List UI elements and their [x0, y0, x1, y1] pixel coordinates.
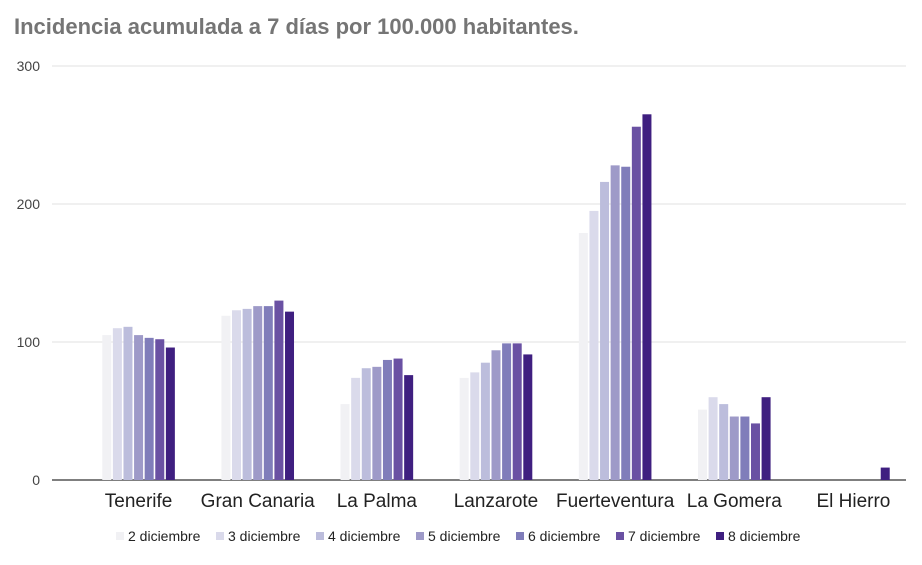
bar-lanzarote-5-diciembre	[491, 350, 501, 480]
x-tick-label: Tenerife	[105, 491, 173, 512]
x-tick-label: Lanzarote	[454, 491, 539, 512]
bar-la-palma-5-diciembre	[372, 366, 382, 480]
bar-fuerteventura-8-diciembre	[642, 114, 652, 481]
bar-tenerife-4-diciembre	[123, 326, 133, 480]
legend-label: 2 diciembre	[128, 528, 201, 544]
bar-gran-canaria-5-diciembre	[253, 306, 263, 480]
bar-la-palma-6-diciembre	[382, 359, 392, 480]
bar-tenerife-8-diciembre	[165, 347, 175, 480]
x-axis-ticks: Tenerife Gran Canaria La Palma Lanzarote Fue…	[105, 491, 891, 512]
y-tick-label: 300	[17, 58, 41, 74]
legend-label: 7 diciembre	[628, 528, 701, 544]
bar-fuerteventura-4-diciembre	[600, 181, 610, 481]
bar-lanzarote-6-diciembre	[502, 343, 512, 480]
bar-la-gomera-7-diciembre	[750, 423, 760, 480]
x-tick-label: La Palma	[337, 491, 418, 512]
legend-swatch	[416, 532, 424, 540]
legend-swatch	[716, 532, 724, 540]
legend-swatch	[216, 532, 224, 540]
bar-la-gomera-4-diciembre	[719, 404, 729, 480]
bar-gran-canaria-2-diciembre	[221, 315, 231, 480]
bar-fuerteventura-2-diciembre	[578, 232, 588, 480]
legend-swatch	[516, 532, 524, 540]
y-tick-label: 0	[32, 472, 40, 488]
bar-la-palma-8-diciembre	[404, 375, 414, 480]
bar-tenerife-7-diciembre	[155, 339, 165, 480]
bar-tenerife-2-diciembre	[102, 335, 112, 480]
bar-la-gomera-8-diciembre	[761, 397, 771, 480]
legend: 2 diciembre 3 diciembre 4 diciembre 5 dicie…	[116, 528, 801, 544]
bar-lanzarote-8-diciembre	[523, 354, 533, 480]
legend-label: 5 diciembre	[428, 528, 501, 544]
y-tick-label: 100	[17, 334, 41, 350]
bar-la-palma-7-diciembre	[393, 358, 403, 480]
bar-la-palma-3-diciembre	[351, 377, 361, 480]
x-tick-label: Gran Canaria	[201, 491, 315, 512]
legend-label: 4 diciembre	[328, 528, 401, 544]
x-tick-label: Fuerteventura	[556, 491, 675, 512]
legend-label: 6 diciembre	[528, 528, 601, 544]
bar-la-gomera-3-diciembre	[708, 397, 718, 480]
bar-gran-canaria-8-diciembre	[285, 311, 295, 480]
bar-tenerife-5-diciembre	[134, 335, 144, 480]
y-axis-ticks: 0 100 200 300	[17, 58, 41, 488]
legend-label: 8 diciembre	[728, 528, 801, 544]
bar-la-gomera-6-diciembre	[740, 416, 750, 480]
bar-gran-canaria-7-diciembre	[274, 300, 284, 480]
chart-title: Incidencia acumulada a 7 días por 100.00…	[14, 14, 579, 39]
legend-swatch	[116, 532, 124, 540]
bar-gran-canaria-6-diciembre	[263, 306, 273, 480]
bar-la-gomera-5-diciembre	[729, 416, 739, 480]
bar-fuerteventura-5-diciembre	[610, 165, 620, 481]
bar-lanzarote-3-diciembre	[470, 372, 480, 480]
bar-el-hierro-8-diciembre	[880, 467, 890, 480]
bar-tenerife-6-diciembre	[144, 337, 154, 480]
bar-la-palma-4-diciembre	[361, 368, 371, 480]
bar-fuerteventura-6-diciembre	[621, 166, 631, 481]
bar-lanzarote-7-diciembre	[512, 343, 522, 480]
bar-gran-canaria-3-diciembre	[232, 310, 242, 480]
bar-tenerife-3-diciembre	[112, 328, 122, 480]
legend-swatch	[616, 532, 624, 540]
bar-gran-canaria-4-diciembre	[242, 308, 252, 480]
bar-lanzarote-4-diciembre	[480, 362, 490, 480]
y-tick-label: 200	[17, 196, 41, 212]
bars	[102, 114, 890, 481]
bar-la-gomera-2-diciembre	[697, 409, 707, 480]
legend-label: 3 diciembre	[228, 528, 301, 544]
x-tick-label: El Hierro	[816, 491, 890, 512]
bar-la-palma-2-diciembre	[340, 404, 350, 480]
bar-fuerteventura-7-diciembre	[631, 126, 641, 480]
legend-swatch	[316, 532, 324, 540]
bar-fuerteventura-3-diciembre	[589, 210, 599, 480]
x-tick-label: La Gomera	[687, 491, 782, 512]
bar-lanzarote-2-diciembre	[459, 377, 469, 480]
